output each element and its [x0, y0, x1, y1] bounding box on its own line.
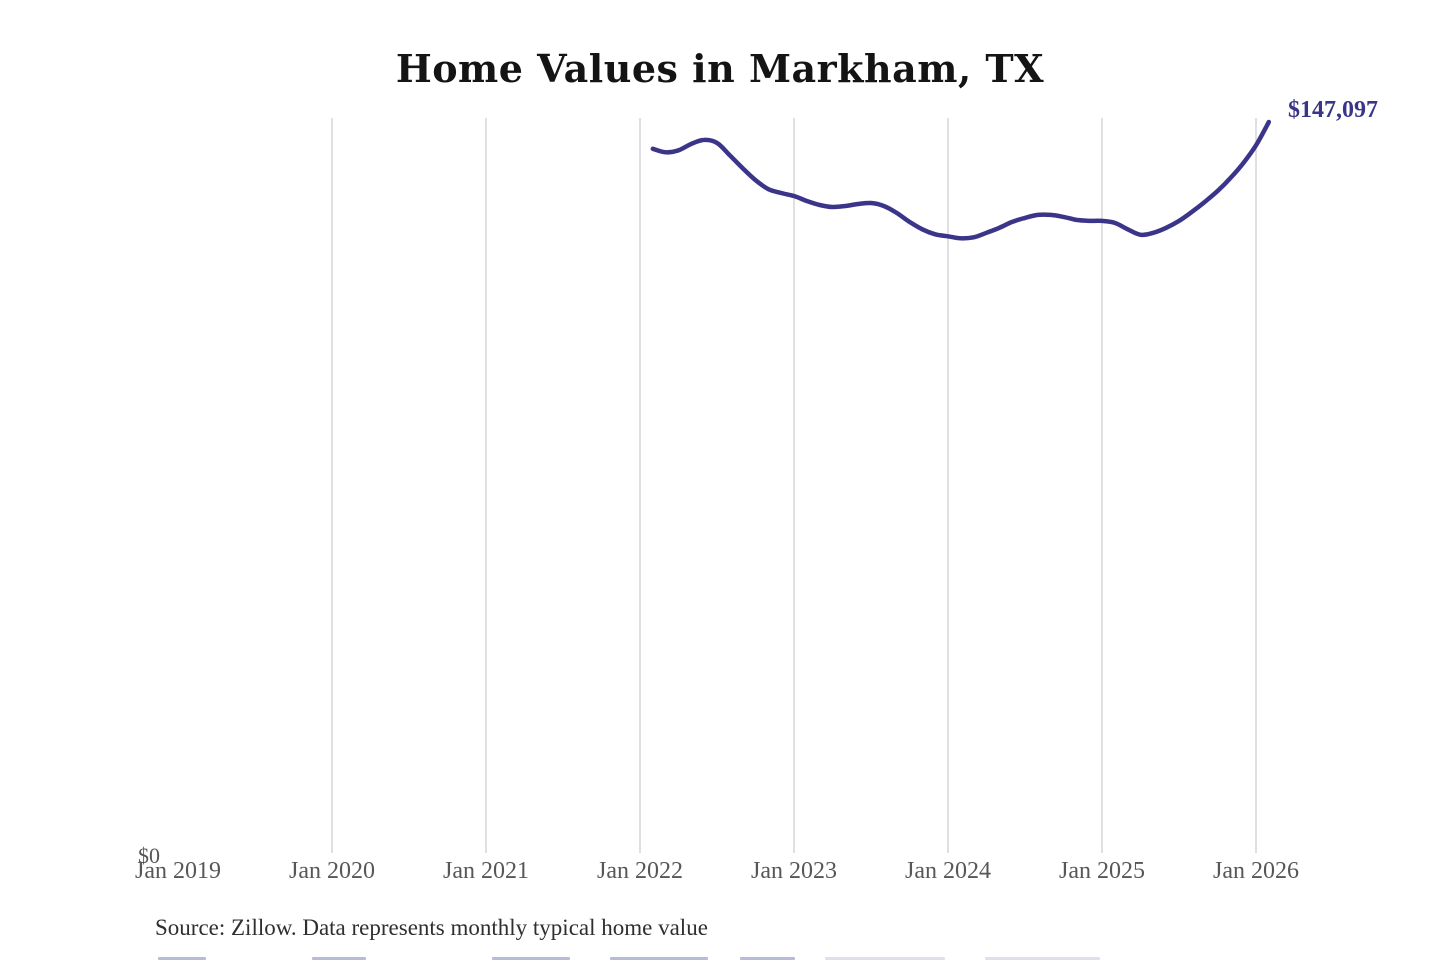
latest-value-annotation: $147,097	[1288, 97, 1378, 123]
chart-title: Home Values in Markham, TX	[395, 46, 1045, 91]
cutoff-fragment	[610, 957, 708, 960]
x-axis-label: Jan 2025	[1059, 858, 1145, 884]
x-axis-label: Jan 2023	[751, 858, 837, 884]
cutoff-fragment	[740, 957, 795, 960]
cutoff-fragment	[158, 957, 206, 960]
cutoff-content-bar	[0, 956, 1440, 960]
x-axis-label: Jan 2019	[135, 858, 221, 884]
cutoff-fragment	[492, 957, 570, 960]
source-attribution-note: Source: Zillow. Data represents monthly …	[155, 915, 708, 940]
y-axis-zero-label: $0	[138, 843, 160, 868]
x-axis-label: Jan 2020	[289, 858, 375, 884]
home-value-line-series	[650, 119, 1272, 241]
year-gridlines	[331, 118, 1257, 853]
x-axis-label: Jan 2024	[905, 858, 991, 884]
cutoff-fragment	[312, 957, 366, 960]
cutoff-fragment	[985, 957, 1100, 960]
x-axis-label: Jan 2021	[443, 858, 529, 884]
x-axis-label: Jan 2022	[597, 858, 683, 884]
cutoff-fragment	[825, 957, 945, 960]
x-axis-label: Jan 2026	[1213, 858, 1299, 884]
